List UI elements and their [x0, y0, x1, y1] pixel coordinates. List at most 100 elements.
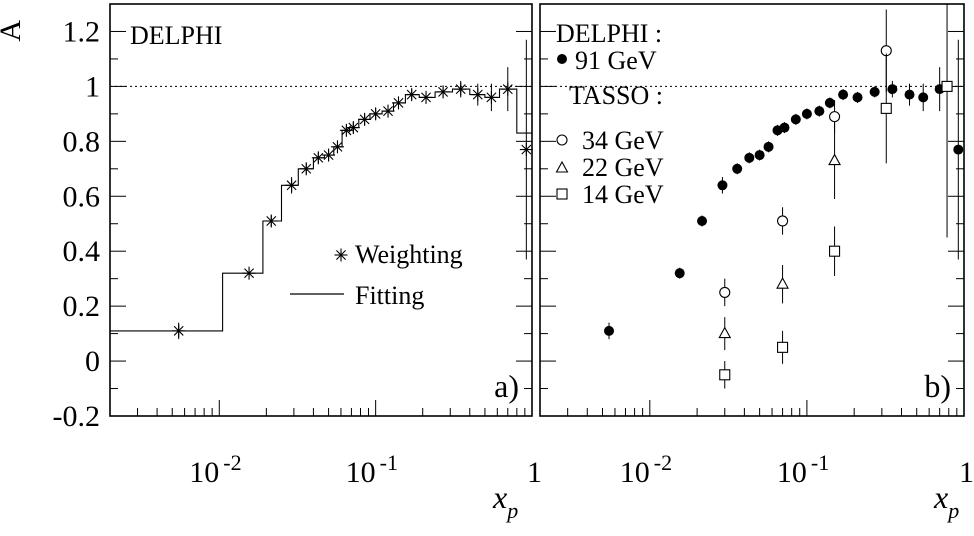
- point-14gev: [777, 341, 789, 353]
- panel-a-experiment-label: DELPHI: [130, 21, 222, 50]
- asterisk-marker: [454, 82, 468, 96]
- point-91gev: [869, 86, 880, 97]
- legend-marker-91gev: [557, 54, 567, 64]
- y-tick-label: 1: [85, 70, 100, 103]
- asterisk-marker: [519, 143, 533, 157]
- x-tick-label: 1: [959, 456, 974, 489]
- panel-b-axis-ticks: [539, 30, 964, 417]
- asterisk-marker: [484, 90, 498, 104]
- point-91gev: [697, 215, 708, 226]
- tasso-legend-heading: TASSO :: [569, 81, 663, 110]
- y-tick-label: -0.2: [53, 400, 101, 433]
- point-91gev: [732, 163, 743, 174]
- weighting-points: [172, 39, 533, 340]
- panel-a-x-tick-labels: 10 -2 10 -1 1: [189, 450, 542, 489]
- y-tick-labels: -0.2 0 0.2 0.4 0.6 0.8 1 1.2: [53, 15, 101, 433]
- legend-label-34gev: 34 GeV: [582, 126, 664, 155]
- panel-b-x-axis-title: xp: [933, 479, 959, 523]
- panel-a-label: a): [494, 368, 519, 404]
- fitting-step-line: [110, 88, 532, 332]
- x-tick-label: 1: [527, 456, 542, 489]
- point-91gev: [779, 122, 790, 133]
- point-22gev: [718, 326, 732, 339]
- panel-a-legend: Weighting Fitting: [290, 240, 463, 310]
- y-axis-title: A: [0, 20, 27, 42]
- asterisk-marker: [405, 88, 419, 102]
- point-14gev: [829, 245, 841, 257]
- asterisk-marker: [436, 85, 450, 99]
- asterisk-marker: [299, 162, 313, 176]
- weighting-legend-label: Weighting: [355, 240, 463, 269]
- y-tick-label: 1.2: [63, 15, 101, 48]
- weighting-legend-marker: [334, 248, 348, 262]
- point-91gev: [904, 89, 915, 100]
- panel-b-label: b): [924, 368, 951, 404]
- asterisk-marker: [471, 88, 485, 102]
- point-91gev: [604, 325, 615, 336]
- fitting-legend-label: Fitting: [355, 281, 424, 310]
- panel-a-frame: [109, 3, 533, 417]
- asterisk-marker: [334, 248, 348, 262]
- panel-b-points: [604, 4, 964, 389]
- point-91gev: [953, 144, 964, 155]
- point-14gev: [719, 369, 731, 381]
- fitting-step-curve: [110, 88, 532, 332]
- asterisk-marker: [501, 82, 515, 96]
- point-91gev: [824, 97, 835, 108]
- x-tick-label: 10 -2: [189, 450, 241, 489]
- panel-b-frame: [539, 3, 965, 417]
- legend-label-22gev: 22 GeV: [582, 153, 664, 182]
- asterisk-marker: [419, 90, 433, 104]
- asterisk-marker: [330, 140, 344, 154]
- point-91gev: [918, 92, 929, 103]
- point-91gev: [852, 92, 863, 103]
- point-14gev: [941, 80, 953, 92]
- panel-a-x-axis-title: xp: [492, 479, 518, 523]
- legend-marker-34gev: [556, 134, 568, 146]
- asterisk-marker: [358, 112, 372, 126]
- point-91gev: [674, 268, 685, 279]
- point-34gev: [829, 111, 841, 123]
- asterisk-marker: [369, 107, 383, 121]
- panel-b-x-tick-labels: 10 -2 10 -1 1: [620, 450, 974, 489]
- point-91gev: [887, 84, 898, 95]
- x-tick-label: 10 -1: [346, 450, 398, 489]
- asterisk-marker: [322, 148, 336, 162]
- asterisk-marker: [381, 104, 395, 118]
- point-91gev: [814, 106, 825, 117]
- point-14gev: [880, 102, 892, 114]
- asterisk-marker: [391, 96, 405, 110]
- legend-marker-22gev: [555, 160, 569, 173]
- point-22gev: [828, 153, 841, 166]
- x-tick-label: 10 -1: [777, 450, 829, 489]
- point-91gev: [744, 152, 755, 163]
- asterisk-marker: [264, 214, 278, 228]
- point-91gev: [754, 150, 765, 161]
- panel-a-axis-ticks: [109, 30, 532, 417]
- panel-b: 10 -2 10 -1 1 b) DELPHI : 91 GeV TASSO : 34 …: [539, 3, 974, 523]
- asterisk-marker: [346, 121, 360, 135]
- point-34gev: [719, 286, 731, 298]
- legend-marker-14gev: [556, 188, 568, 200]
- point-91gev: [801, 108, 812, 119]
- point-34gev: [777, 215, 789, 227]
- y-tick-label: 0.6: [63, 180, 101, 213]
- x-tick-label: 10 -2: [620, 450, 672, 489]
- panel-b-legend: DELPHI : 91 GeV TASSO : 34 GeV 22 GeV 14…: [555, 19, 664, 209]
- point-22gev: [776, 277, 789, 289]
- asterisk-marker: [285, 178, 299, 192]
- asterisk-marker: [172, 324, 186, 338]
- legend-label-91gev: 91 GeV: [575, 46, 657, 75]
- y-tick-label: 0.4: [63, 235, 101, 268]
- asterisk-marker: [242, 266, 256, 280]
- point-91gev: [838, 89, 849, 100]
- legend-label-14gev: 14 GeV: [582, 180, 664, 209]
- point-91gev: [763, 141, 774, 152]
- y-tick-label: 0.8: [63, 125, 101, 158]
- asterisk-marker: [311, 151, 325, 165]
- y-tick-label: 0.2: [63, 290, 101, 323]
- point-91gev: [717, 180, 728, 191]
- y-tick-label: 0: [85, 345, 100, 378]
- delphi-legend-heading: DELPHI :: [556, 19, 662, 48]
